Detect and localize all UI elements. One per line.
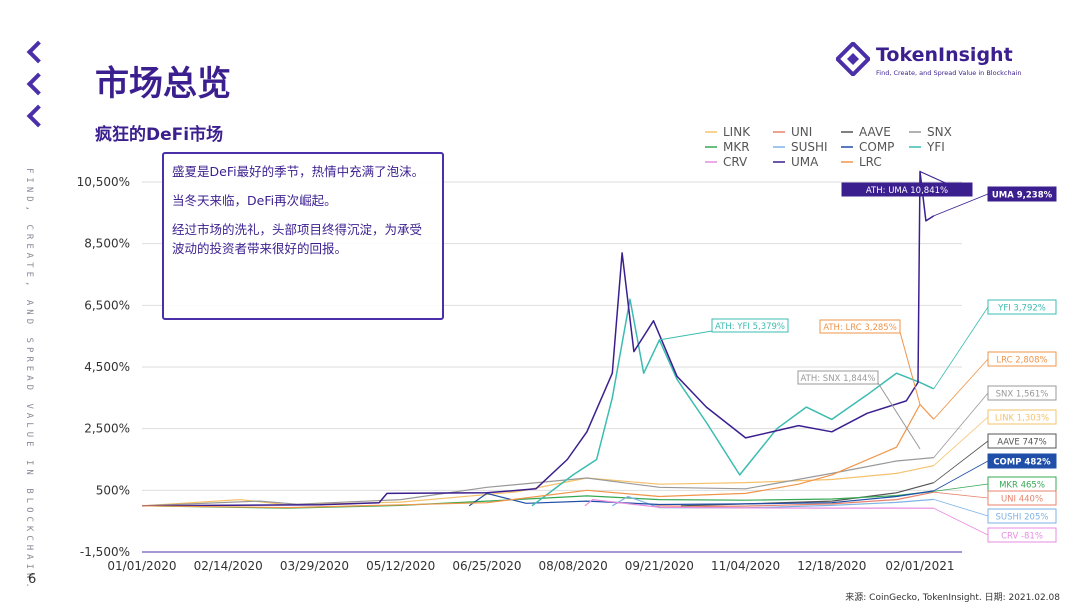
end-label-box (987, 186, 1057, 202)
end-label-text: AAVE 747% (997, 438, 1047, 448)
y-tick-label: 2,500% (84, 422, 130, 436)
legend-label: COMP (859, 140, 894, 154)
commentary-line: 经过市场的洗礼，头部项目终得沉淀，为承受波动的投资者带来很好的回报。 (172, 222, 423, 256)
series-line-lrc (141, 403, 935, 509)
callout-box (819, 319, 901, 334)
end-label-leader (933, 392, 989, 458)
x-tick-label: 05/12/2020 (366, 559, 435, 573)
end-label-box (987, 508, 1057, 524)
x-tick-label: 02/01/2021 (885, 559, 954, 573)
end-label-box (987, 527, 1057, 543)
series-line-comp (468, 490, 934, 507)
legend-label: UNI (791, 125, 812, 139)
end-label-leader (933, 440, 989, 484)
end-label-box (987, 385, 1057, 401)
series-line-yfi (531, 298, 935, 507)
end-label-text: MKR 465% (999, 481, 1045, 491)
legend-label: LRC (859, 155, 882, 169)
end-label-leader (933, 358, 989, 420)
commentary-line: 当冬天来临，DeFi再次崛起。 (172, 193, 337, 208)
callout-line (899, 331, 921, 405)
end-label-leader (933, 306, 989, 390)
end-label-text: YFI 3,792% (997, 304, 1046, 314)
legend-label: YFI (926, 140, 945, 154)
commentary-box: 盛夏是DeFi最好的季节，热情中充满了泡沫。 当冬天来临，DeFi再次崛起。 经… (162, 152, 444, 320)
legend-label: SNX (927, 125, 952, 139)
end-label-text: COMP 482% (993, 458, 1051, 468)
callout-line (877, 382, 921, 450)
callout-label: ATH: LRC 3,285% (823, 323, 897, 333)
end-label-leader (933, 416, 989, 466)
callout-label: ATH: YFI 5,379% (715, 322, 785, 332)
end-label-text: LRC 2,808% (996, 356, 1047, 366)
source-note: 来源: CoinGecko, TokenInsight. 日期: 2021.02… (845, 593, 1060, 603)
x-tick-label: 06/25/2020 (452, 559, 521, 573)
end-label-leader (933, 193, 989, 217)
end-label-box (987, 351, 1057, 367)
end-label-leader (933, 499, 989, 517)
legend-label: SUSHI (791, 140, 828, 154)
x-tick-label: 08/08/2020 (539, 559, 608, 573)
callout-label: ATH: UMA 10,841% (866, 186, 948, 196)
end-label-text: LINK 1,303% (995, 414, 1049, 424)
callout-box (711, 318, 789, 333)
page-subtitle: 疯狂的DeFi市场 (95, 125, 224, 145)
y-tick-label: 500% (96, 483, 130, 497)
y-tick-label: -1,500% (80, 545, 130, 559)
legend-label: MKR (723, 140, 750, 154)
callout-label: ATH: SNX 1,844% (801, 374, 876, 384)
page-title: 市场总览 (95, 64, 231, 104)
legend-label: UMA (791, 155, 819, 169)
commentary-line: 盛夏是DeFi最好的季节，热情中充满了泡沫。 (172, 164, 425, 179)
end-label-box (987, 453, 1057, 469)
x-tick-label: 03/29/2020 (280, 559, 349, 573)
y-tick-label: 10,500% (77, 175, 130, 189)
page-number: 6 (28, 572, 37, 587)
series-line-uni (651, 491, 934, 507)
y-tick-label: 4,500% (84, 360, 130, 374)
x-tick-label: 11/04/2020 (711, 559, 780, 573)
end-label-text: UNI 440% (1001, 495, 1043, 505)
x-tick-label: 09/21/2020 (625, 559, 694, 573)
y-tick-label: 8,500% (84, 237, 130, 251)
callout-box (797, 370, 879, 385)
series-line-uma (141, 170, 935, 507)
logo-tagline: Find, Create, and Spread Value in Blockc… (876, 69, 1022, 77)
legend-label: LINK (723, 125, 751, 139)
end-label-text: UMA 9,238% (992, 191, 1053, 201)
series-line-snx (141, 457, 934, 507)
end-label-text: SNX 1,561% (996, 390, 1049, 400)
end-label-box (987, 490, 1057, 506)
series-line-crv (584, 499, 934, 509)
end-label-text: CRV -81% (1001, 532, 1043, 542)
y-tick-label: 6,500% (84, 298, 130, 312)
x-tick-label: 02/14/2020 (194, 559, 263, 573)
end-label-leader (933, 491, 989, 499)
end-label-box (987, 433, 1057, 449)
legend-label: AAVE (859, 125, 891, 139)
legend-label: CRV (723, 155, 748, 169)
end-label-leader (933, 507, 989, 536)
callout-line (659, 330, 713, 341)
x-tick-label: 01/01/2020 (107, 559, 176, 573)
end-label-box (987, 409, 1057, 425)
side-tagline: FIND, CREATE, AND SPREAD VALUE IN BLOCKC… (24, 168, 34, 592)
end-label-leader (933, 483, 989, 492)
end-label-text: SUSHI 205% (996, 513, 1049, 523)
tokeninsight-logo-icon (836, 42, 870, 76)
logo-name: TokenInsight (876, 44, 1013, 66)
end-label-leader (933, 460, 989, 492)
callout-box (841, 182, 973, 197)
end-label-box (987, 299, 1057, 315)
x-tick-label: 12/18/2020 (797, 559, 866, 573)
